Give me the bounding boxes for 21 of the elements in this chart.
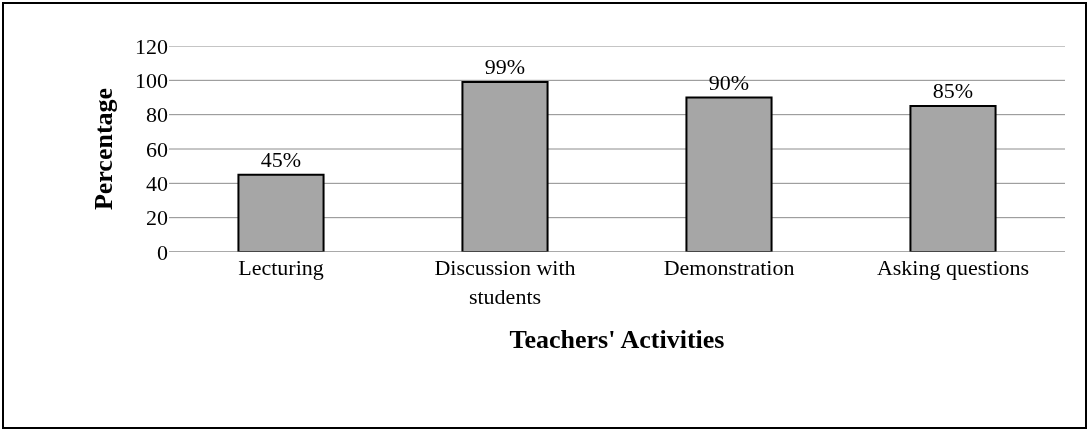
y-tick-label: 100 bbox=[135, 68, 168, 94]
x-tick-label: Lecturing bbox=[238, 255, 324, 280]
bar bbox=[237, 173, 325, 252]
bar bbox=[909, 105, 997, 252]
bar bbox=[685, 96, 773, 252]
y-tick-label: 80 bbox=[146, 102, 168, 128]
y-tick-label: 120 bbox=[135, 33, 168, 59]
x-tick-label: Demonstration bbox=[663, 255, 795, 280]
x-tick-label: Discussion with students bbox=[434, 255, 576, 309]
x-tick-label: Asking questions bbox=[876, 255, 1030, 280]
y-tick-label: 40 bbox=[146, 171, 168, 197]
y-axis-title: Percentage bbox=[89, 87, 119, 211]
data-label: 45% bbox=[260, 146, 302, 172]
y-tick-label: 60 bbox=[146, 136, 168, 162]
bar bbox=[461, 81, 549, 252]
data-label: 90% bbox=[708, 69, 750, 95]
data-label: 99% bbox=[484, 54, 526, 80]
y-tick-label: 0 bbox=[157, 239, 168, 265]
y-tick-label: 20 bbox=[146, 205, 168, 231]
data-label: 85% bbox=[932, 78, 974, 104]
x-axis-title: Teachers' Activities bbox=[509, 325, 725, 355]
